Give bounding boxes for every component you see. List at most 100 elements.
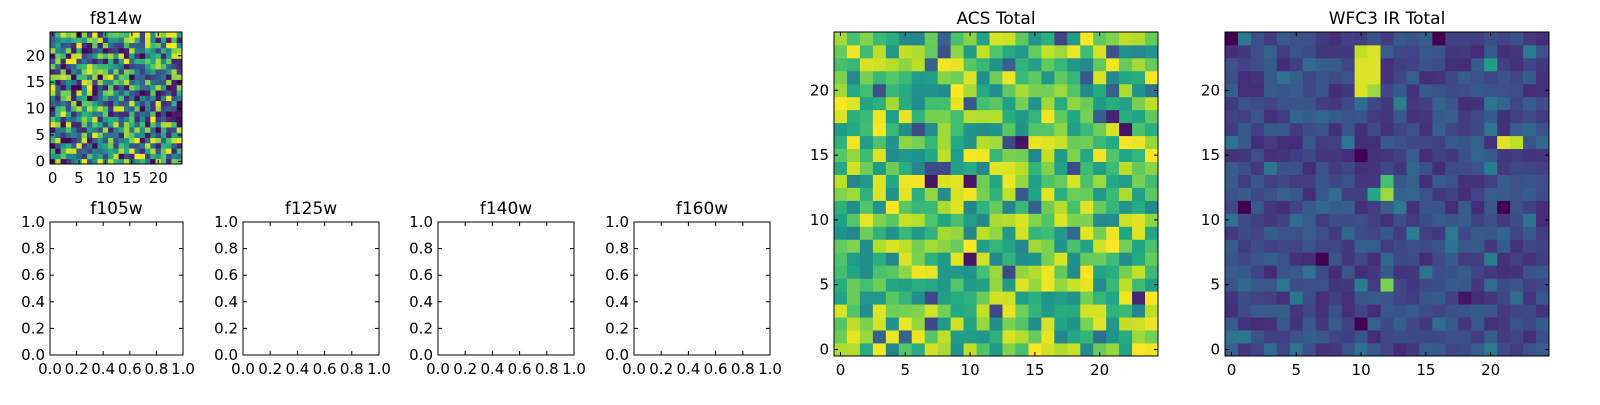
heatmap-cell: [1028, 304, 1042, 318]
heatmap-cell: [1354, 291, 1368, 305]
heatmap-cell: [145, 148, 151, 154]
heatmap-cell: [1145, 343, 1159, 357]
heatmap-cell: [1484, 96, 1498, 111]
heatmap-cell: [1080, 44, 1094, 59]
heatmap-cell: [872, 187, 887, 201]
heatmap-cell: [911, 135, 926, 150]
heatmap-cell: [86, 105, 93, 112]
heatmap-cell: [113, 100, 120, 107]
heatmap-cell: [92, 42, 98, 49]
heatmap-cell: [1406, 213, 1420, 227]
heatmap-cell: [166, 53, 172, 59]
panel-title: f140w: [480, 199, 532, 219]
heatmap-cell: [1497, 278, 1511, 292]
x-tick-label: 5: [74, 169, 84, 187]
heatmap-cell: [1225, 57, 1239, 72]
heatmap-cell: [1367, 265, 1381, 279]
heatmap-cell: [76, 132, 83, 138]
heatmap-cell: [176, 32, 183, 38]
heatmap-cell: [145, 68, 151, 75]
heatmap-cell: [176, 121, 183, 128]
heatmap-cell: [1002, 239, 1016, 253]
heatmap-cell: [1471, 330, 1485, 344]
heatmap-cell: [160, 32, 167, 38]
heatmap-cell: [1263, 148, 1278, 162]
heatmap-cell: [834, 174, 848, 188]
heatmap-cell: [1002, 304, 1016, 318]
heatmap-cell: [1276, 239, 1291, 253]
heatmap-cell: [1237, 135, 1252, 150]
heatmap-cell: [1432, 83, 1446, 98]
axes-frame: [633, 221, 771, 356]
heatmap-cell: [1289, 226, 1304, 240]
heatmap-cell: [1393, 96, 1407, 111]
heatmap-cell: [1041, 135, 1055, 150]
heatmap-cell: [171, 132, 178, 138]
heatmap-cell: [1302, 187, 1317, 201]
heatmap-cell: [1276, 213, 1291, 227]
x-tick-label: 0: [836, 361, 846, 379]
heatmap-cell: [150, 84, 156, 91]
heatmap-cell: [911, 291, 926, 305]
heatmap-cell: [963, 174, 977, 188]
x-tick-label: 0.4: [285, 360, 309, 378]
heatmap-cell: [113, 105, 120, 112]
heatmap-cell: [1002, 148, 1016, 162]
heatmap-cell: [1536, 148, 1550, 162]
heatmap-cell: [1276, 32, 1291, 46]
heatmap-cell: [1145, 148, 1159, 162]
heatmap-cell: [1028, 148, 1042, 162]
heatmap-cell: [1080, 83, 1094, 98]
heatmap-cell: [989, 83, 1003, 98]
heatmap-cell: [81, 42, 88, 49]
heatmap-cell: [171, 127, 178, 133]
heatmap-cell: [55, 95, 61, 102]
heatmap-cell: [123, 47, 130, 54]
heatmap-cell: [885, 291, 900, 305]
heatmap-cell: [1367, 187, 1381, 201]
heatmap-cell: [1380, 122, 1394, 137]
heatmap-cell: [1471, 44, 1485, 59]
heatmap-cell: [1536, 57, 1550, 72]
heatmap-cell: [113, 74, 120, 80]
heatmap-cell: [1445, 161, 1459, 175]
heatmap-cell: [1132, 200, 1146, 214]
heatmap-cell: [1484, 83, 1498, 98]
heatmap-cell: [1106, 187, 1120, 201]
heatmap-cell: [55, 58, 61, 65]
heatmap-cell: [911, 96, 926, 111]
heatmap-cell: [1028, 44, 1042, 59]
heatmap-cell: [1225, 122, 1239, 137]
heatmap-cell: [108, 37, 114, 43]
heatmap-cell: [885, 226, 900, 240]
heatmap-cell: [1028, 122, 1042, 137]
heatmap-cell: [1002, 291, 1016, 305]
axes-frame: [242, 221, 380, 356]
heatmap-cell: [1328, 304, 1343, 318]
heatmap-cell: [885, 317, 900, 331]
heatmap-cell: [1367, 148, 1381, 162]
heatmap-cell: [1093, 200, 1107, 214]
heatmap-cell: [1276, 265, 1291, 279]
heatmap-cell: [846, 265, 861, 279]
heatmap-cell: [134, 42, 141, 49]
heatmap-cell: [872, 343, 887, 357]
heatmap-cell: [1523, 239, 1537, 253]
heatmap-cell: [1536, 83, 1550, 98]
heatmap-cell: [924, 213, 939, 227]
heatmap-cell: [1393, 343, 1407, 357]
heatmap-cell: [859, 174, 874, 188]
heatmap-cell: [1002, 161, 1016, 175]
heatmap-cell: [1289, 32, 1304, 46]
heatmap-cell: [92, 58, 98, 65]
heatmap-cell: [1341, 278, 1355, 292]
heatmap-cell: [1289, 265, 1304, 279]
heatmap-cell: [134, 63, 141, 70]
heatmap-cell: [834, 200, 848, 214]
heatmap-cell: [859, 265, 874, 279]
heatmap-cell: [1510, 200, 1524, 214]
heatmap-cell: [1497, 317, 1511, 331]
heatmap-cell: [1432, 278, 1446, 292]
heatmap-cell: [134, 111, 141, 117]
heatmap-cell: [1380, 252, 1394, 266]
